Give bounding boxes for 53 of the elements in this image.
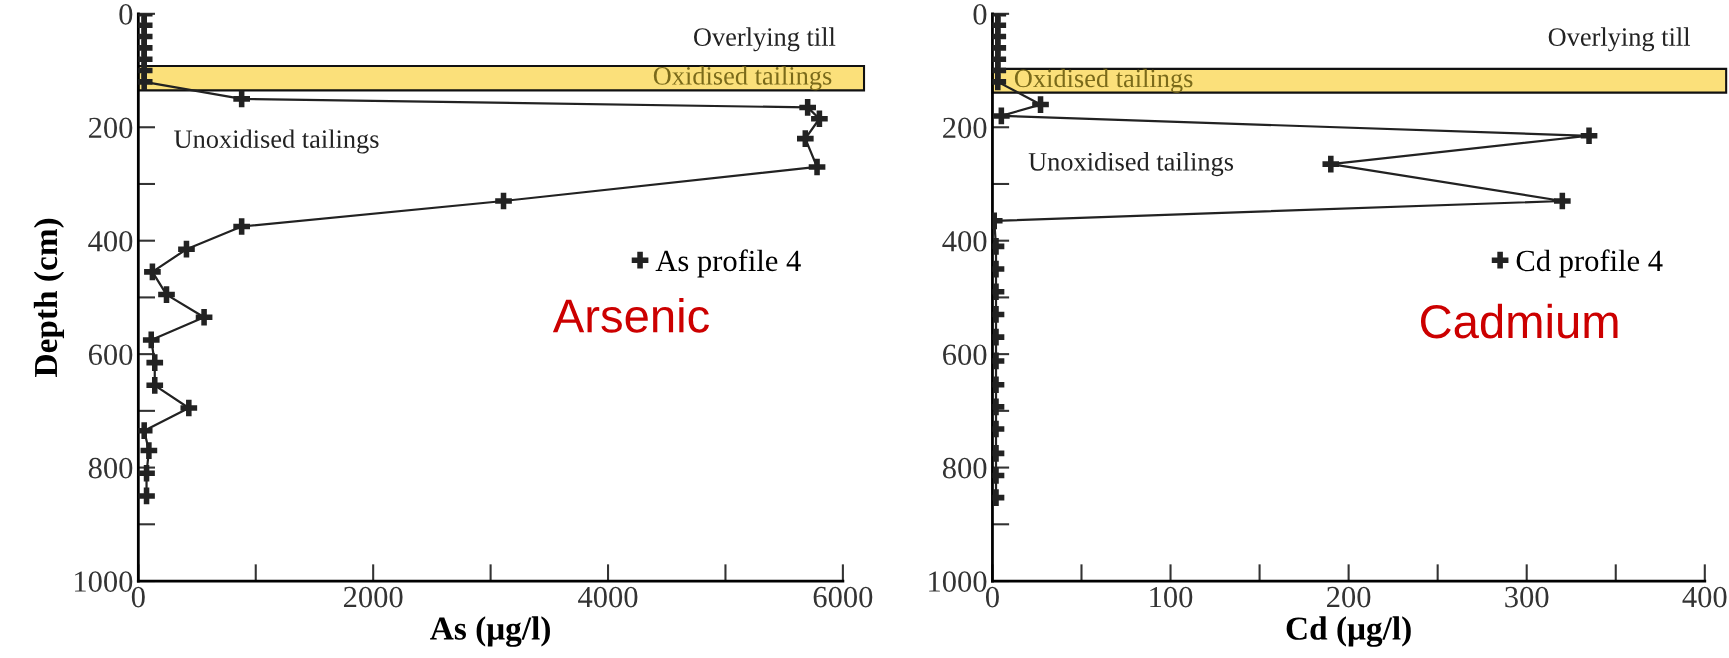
- y-tick-label: 0: [119, 4, 133, 25]
- text: Arsenic: [552, 298, 709, 333]
- band-label: Oxidised tailings: [653, 66, 832, 91]
- point: [146, 354, 164, 371]
- annotation: Overlying till: [694, 27, 836, 52]
- x-tick-label: 400: [1682, 586, 1727, 608]
- point: [142, 331, 160, 349]
- y-tick-label: 800: [942, 457, 987, 479]
- legend-label: Cd profile 4: [1516, 249, 1663, 278]
- point: [233, 90, 250, 108]
- point: [178, 240, 195, 258]
- point: [144, 263, 161, 281]
- point: [808, 158, 826, 176]
- annotation: Overlying till: [1548, 27, 1691, 52]
- point: [233, 218, 250, 235]
- y-tick-label: 0: [973, 4, 987, 25]
- point: [992, 73, 1007, 91]
- y-tick-label: 1000: [75, 571, 133, 592]
- point: [796, 130, 814, 147]
- point: [158, 286, 175, 303]
- text: Cadmium: [1420, 303, 1618, 339]
- y-tick-label: 200: [88, 117, 133, 139]
- legend-label: As profile 4: [655, 249, 801, 278]
- annotation: Unoxidised tailings: [1028, 152, 1234, 177]
- x-tick-label: 100: [1150, 586, 1193, 608]
- x-tick-label: 200: [1327, 586, 1371, 608]
- point: [811, 110, 828, 128]
- point: [495, 192, 512, 210]
- y-tick-label: 1000: [929, 571, 987, 592]
- point: [146, 377, 164, 394]
- point: [138, 487, 155, 505]
- point: [195, 308, 213, 326]
- x-axis-title: As (μg/l): [430, 616, 550, 647]
- point: [138, 464, 155, 482]
- x-tick-label: 300: [1505, 586, 1549, 608]
- x-tick-label: 2000: [343, 586, 403, 608]
- y-tick-label: 600: [88, 344, 133, 366]
- point: [140, 442, 158, 459]
- x-axis-title: Cd (μg/l): [1286, 616, 1411, 647]
- y-tick-label: 200: [943, 117, 987, 139]
- point: [138, 422, 153, 440]
- y-axis-title: Depth (cm): [33, 218, 65, 377]
- point: [799, 99, 816, 116]
- point: [180, 399, 198, 417]
- point: [138, 73, 153, 91]
- x-tick-label: 4000: [578, 586, 638, 608]
- annotation: Unoxidised tailings: [174, 129, 379, 154]
- band-label: Oxidised tailings: [1014, 68, 1193, 93]
- y-tick-label: 400: [88, 230, 133, 252]
- y-tick-label: 600: [943, 344, 987, 366]
- x-tick-label: 6000: [813, 586, 873, 608]
- y-tick-label: 800: [88, 457, 133, 479]
- y-tick-label: 400: [942, 230, 987, 252]
